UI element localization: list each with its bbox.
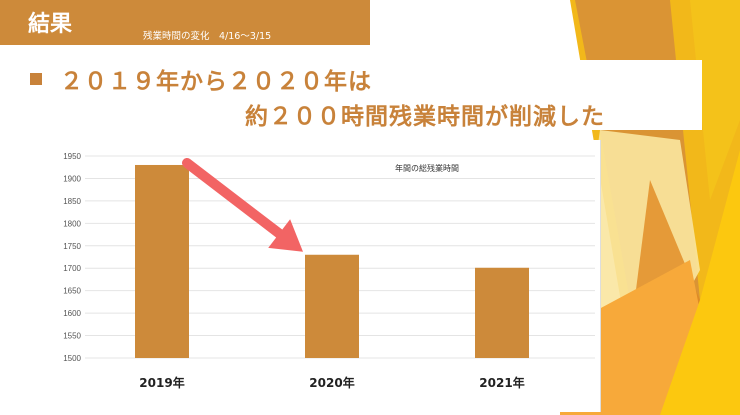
arrow-head-icon <box>268 219 303 252</box>
y-tick-label: 1500 <box>63 354 81 363</box>
arrow-shaft <box>182 157 285 239</box>
bullet-square-icon <box>30 73 42 85</box>
slide-subtitle: 残業時間の変化 4/16～3/15 <box>143 31 272 42</box>
y-tick-label: 1950 <box>63 152 81 161</box>
slide-title: 結果 <box>28 12 73 37</box>
headline-line-2: 約２００時間残業時間が削減した <box>245 104 605 130</box>
bar-2021年 <box>475 267 529 358</box>
x-tick-label: 2019年 <box>139 375 184 390</box>
y-tick-label: 1800 <box>63 219 81 228</box>
bar-2019年 <box>135 164 189 358</box>
x-tick-label: 2020年 <box>309 375 354 390</box>
y-tick-label: 1750 <box>63 242 81 251</box>
legend-label: 年間の総残業時間 <box>395 163 459 173</box>
y-tick-label: 1900 <box>63 174 81 183</box>
bar-chart: 1500 1550 1600 1650 1700 1750 1800 1850 1900 1950… <box>63 152 595 390</box>
chart-container: 1500 1550 1600 1650 1700 1750 1800 1850 1900 1950… <box>40 140 601 412</box>
y-tick-label: 1700 <box>63 264 81 273</box>
header-bar: 結果 残業時間の変化 4/16～3/15 <box>0 0 370 45</box>
headline-box: ２０１９年から２０２０年は 約２００時間残業時間が削減した <box>0 60 702 130</box>
y-tick-label: 1550 <box>63 332 81 341</box>
y-tick-label: 1650 <box>63 287 81 296</box>
y-tick-label: 1850 <box>63 197 81 206</box>
headline-line-1: ２０１９年から２０２０年は <box>60 69 372 95</box>
y-tick-label: 1600 <box>63 309 81 318</box>
x-tick-label: 2021年 <box>479 375 524 390</box>
bar-2020年 <box>305 254 359 358</box>
